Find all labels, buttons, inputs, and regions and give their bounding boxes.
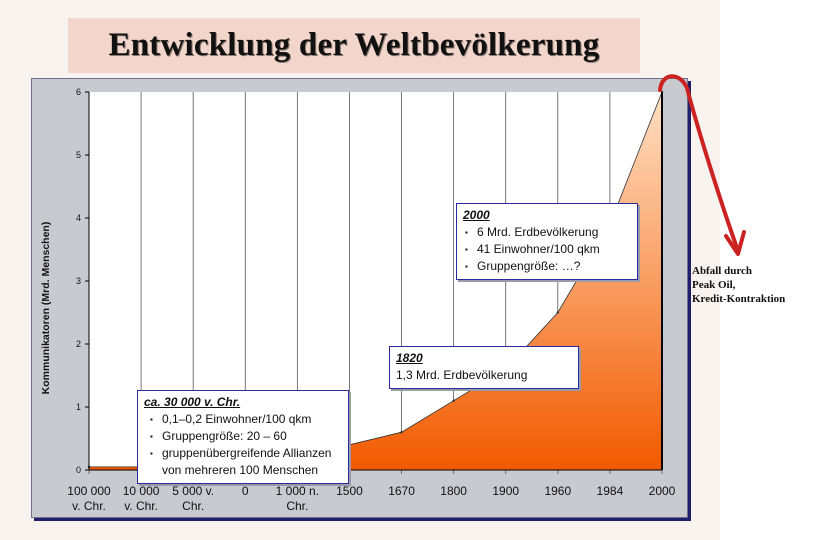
- data-point: [556, 311, 560, 314]
- x-tick-label: 2000: [649, 484, 676, 498]
- annotation-2000-heading: 2000: [463, 208, 490, 222]
- y-tick-label: 0: [76, 465, 81, 475]
- x-tick-label: 1984: [597, 484, 624, 498]
- x-tick-label: 1 000 n. Chr.: [276, 484, 319, 513]
- y-tick-label: 4: [76, 213, 81, 223]
- annotation-1820: 1820 1,3 Mrd. Erdbevölkerung: [389, 346, 579, 389]
- x-tick-label: 1500: [336, 484, 363, 498]
- y-tick-label: 3: [76, 276, 81, 286]
- x-tick-label: 1800: [440, 484, 467, 498]
- y-tick-label: 2: [76, 339, 81, 349]
- x-tick-label: 1900: [492, 484, 519, 498]
- x-tick-label: 100 000 v. Chr.: [67, 484, 111, 513]
- y-tick-label: 6: [76, 87, 81, 97]
- x-tick-label: 10 000 v. Chr.: [123, 484, 160, 513]
- y-axis-label: Kommunikatoren (Mrd. Menschen): [40, 222, 52, 395]
- annotation-30000-item: Gruppengröße: 20 – 60: [144, 428, 344, 445]
- annotation-2000-item: 6 Mrd. Erdbevölkerung: [463, 224, 633, 241]
- annotation-1820-text: 1,3 Mrd. Erdbevölkerung: [396, 368, 528, 382]
- annotation-30000-heading: ca. 30 000 v. Chr.: [144, 395, 241, 409]
- chart-frame: 0 1 2 3 4 5 6 100 000 v. Chr. 10 000 v. Chr. 5 000 …: [31, 78, 688, 518]
- data-point: [452, 399, 455, 402]
- annotation-2000-item: Gruppengröße: …?: [463, 258, 633, 275]
- annotation-30000-bc: ca. 30 000 v. Chr. 0,1–0,2 Einwohner/100…: [137, 390, 349, 484]
- y-tick-label: 5: [76, 150, 81, 160]
- x-tick-label: 1960: [544, 484, 571, 498]
- population-chart: 0 1 2 3 4 5 6 100 000 v. Chr. 10 000 v. Chr. 5 000 …: [40, 87, 676, 513]
- annotation-30000-item: 0,1–0,2 Einwohner/100 qkm: [144, 411, 344, 428]
- page-title: Entwicklung der Weltbevölkerung: [108, 27, 600, 63]
- side-note: Abfall durch Peak Oil, Kredit-Kontraktio…: [692, 264, 815, 306]
- title-banner: Entwicklung der Weltbevölkerung: [68, 18, 640, 73]
- annotation-2000-item: 41 Einwohner/100 qkm: [463, 241, 633, 258]
- y-tick-label: 1: [76, 402, 81, 412]
- annotation-2000: 2000 6 Mrd. Erdbevölkerung 41 Einwohner/…: [456, 203, 638, 280]
- side-note-line: Kredit-Kontraktion: [692, 293, 786, 305]
- data-point: [400, 431, 403, 434]
- x-tick-label: 1670: [388, 484, 415, 498]
- annotation-1820-heading: 1820: [396, 351, 423, 365]
- decline-arrow-icon: [658, 74, 746, 256]
- annotation-30000-item: gruppenübergreifende Allianzen von mehre…: [144, 445, 344, 479]
- x-tick-label: 0: [242, 484, 249, 498]
- x-tick-label: 5 000 v. Chr.: [172, 484, 214, 513]
- side-note-line: Peak Oil,: [692, 279, 736, 291]
- side-note-line: Abfall durch: [692, 265, 753, 277]
